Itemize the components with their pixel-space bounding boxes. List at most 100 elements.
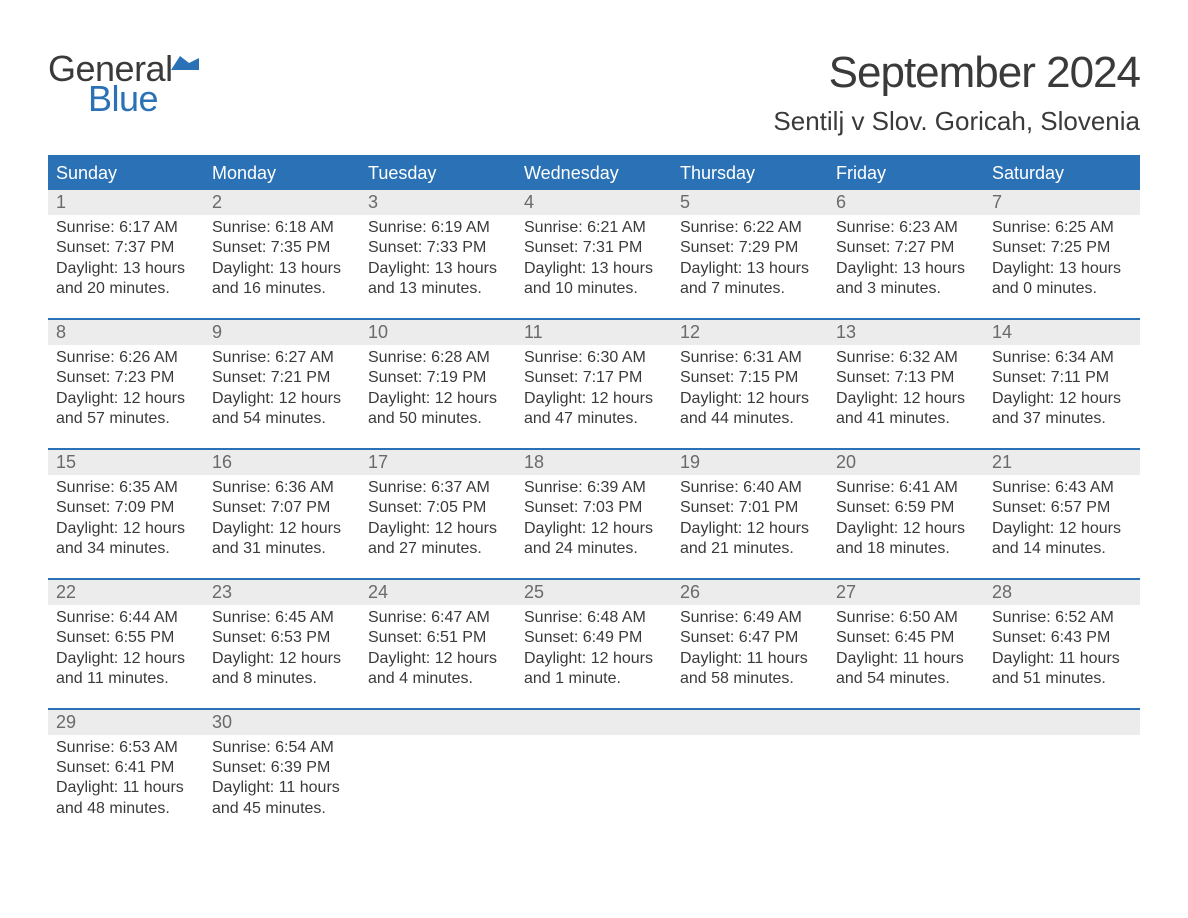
- day-info-line: Daylight: 12 hours: [992, 519, 1132, 539]
- day-info-line: and 8 minutes.: [212, 669, 352, 689]
- day-info-line: Daylight: 12 hours: [368, 389, 508, 409]
- day-cell: Sunrise: 6:37 AMSunset: 7:05 PMDaylight:…: [360, 475, 516, 578]
- day-cell: Sunrise: 6:47 AMSunset: 6:51 PMDaylight:…: [360, 605, 516, 708]
- day-info: Sunrise: 6:22 AMSunset: 7:29 PMDaylight:…: [680, 215, 820, 300]
- day-info: Sunrise: 6:17 AMSunset: 7:37 PMDaylight:…: [56, 215, 196, 300]
- day-number: 24: [360, 580, 516, 605]
- day-info-line: Sunrise: 6:48 AM: [524, 608, 664, 628]
- day-info-line: Daylight: 12 hours: [524, 649, 664, 669]
- day-cell: Sunrise: 6:49 AMSunset: 6:47 PMDaylight:…: [672, 605, 828, 708]
- day-info-line: and 41 minutes.: [836, 409, 976, 429]
- day-info-line: and 54 minutes.: [212, 409, 352, 429]
- day-info-line: Daylight: 12 hours: [212, 519, 352, 539]
- day-number: 18: [516, 450, 672, 475]
- day-info-line: Daylight: 12 hours: [212, 389, 352, 409]
- day-info-line: and 0 minutes.: [992, 279, 1132, 299]
- day-info-line: and 11 minutes.: [56, 669, 196, 689]
- day-info: Sunrise: 6:50 AMSunset: 6:45 PMDaylight:…: [836, 605, 976, 690]
- day-info-line: and 51 minutes.: [992, 669, 1132, 689]
- day-number: [360, 710, 516, 735]
- day-info-line: Daylight: 12 hours: [56, 389, 196, 409]
- day-info-line: Sunset: 6:51 PM: [368, 628, 508, 648]
- day-number: 30: [204, 710, 360, 735]
- day-info: Sunrise: 6:32 AMSunset: 7:13 PMDaylight:…: [836, 345, 976, 430]
- week-row: 1234567Sunrise: 6:17 AMSunset: 7:37 PMDa…: [48, 190, 1140, 318]
- day-number: 27: [828, 580, 984, 605]
- day-number: 12: [672, 320, 828, 345]
- day-info-line: Sunset: 7:05 PM: [368, 498, 508, 518]
- logo-flag-icon: [171, 50, 199, 70]
- day-info-line: Daylight: 12 hours: [524, 389, 664, 409]
- day-info-line: and 16 minutes.: [212, 279, 352, 299]
- day-info-line: and 7 minutes.: [680, 279, 820, 299]
- day-info-line: and 44 minutes.: [680, 409, 820, 429]
- day-info-line: Sunrise: 6:23 AM: [836, 218, 976, 238]
- day-info-line: Sunset: 6:45 PM: [836, 628, 976, 648]
- weekday-header: Friday: [828, 157, 984, 190]
- day-info: Sunrise: 6:23 AMSunset: 7:27 PMDaylight:…: [836, 215, 976, 300]
- day-cell: Sunrise: 6:34 AMSunset: 7:11 PMDaylight:…: [984, 345, 1140, 448]
- day-info: Sunrise: 6:25 AMSunset: 7:25 PMDaylight:…: [992, 215, 1132, 300]
- day-info-line: Sunrise: 6:53 AM: [56, 738, 196, 758]
- day-info-line: Sunset: 6:49 PM: [524, 628, 664, 648]
- day-cell: Sunrise: 6:26 AMSunset: 7:23 PMDaylight:…: [48, 345, 204, 448]
- day-info-line: and 54 minutes.: [836, 669, 976, 689]
- day-number: 22: [48, 580, 204, 605]
- day-info-line: Sunrise: 6:50 AM: [836, 608, 976, 628]
- day-info-line: and 57 minutes.: [56, 409, 196, 429]
- day-info-line: Sunrise: 6:44 AM: [56, 608, 196, 628]
- day-info: Sunrise: 6:48 AMSunset: 6:49 PMDaylight:…: [524, 605, 664, 690]
- day-info-line: and 24 minutes.: [524, 539, 664, 559]
- day-info: Sunrise: 6:36 AMSunset: 7:07 PMDaylight:…: [212, 475, 352, 560]
- day-cell: Sunrise: 6:27 AMSunset: 7:21 PMDaylight:…: [204, 345, 360, 448]
- day-number: 13: [828, 320, 984, 345]
- day-info-line: Sunrise: 6:19 AM: [368, 218, 508, 238]
- day-number: 5: [672, 190, 828, 215]
- day-info-line: and 1 minute.: [524, 669, 664, 689]
- day-info: Sunrise: 6:35 AMSunset: 7:09 PMDaylight:…: [56, 475, 196, 560]
- day-info-line: Sunset: 7:35 PM: [212, 238, 352, 258]
- day-cell: Sunrise: 6:25 AMSunset: 7:25 PMDaylight:…: [984, 215, 1140, 318]
- weekday-header: Saturday: [984, 157, 1140, 190]
- day-cell: Sunrise: 6:48 AMSunset: 6:49 PMDaylight:…: [516, 605, 672, 708]
- day-info-line: and 10 minutes.: [524, 279, 664, 299]
- day-number: 19: [672, 450, 828, 475]
- weekday-header: Sunday: [48, 157, 204, 190]
- day-info-line: Sunset: 7:33 PM: [368, 238, 508, 258]
- day-info-line: and 27 minutes.: [368, 539, 508, 559]
- day-info-line: and 18 minutes.: [836, 539, 976, 559]
- day-cell: Sunrise: 6:36 AMSunset: 7:07 PMDaylight:…: [204, 475, 360, 578]
- weekday-header: Monday: [204, 157, 360, 190]
- day-info-line: and 3 minutes.: [836, 279, 976, 299]
- day-info-line: Sunrise: 6:49 AM: [680, 608, 820, 628]
- calendar: SundayMondayTuesdayWednesdayThursdayFrid…: [48, 155, 1140, 837]
- day-cell: [828, 735, 984, 838]
- day-info-line: and 47 minutes.: [524, 409, 664, 429]
- day-number: 4: [516, 190, 672, 215]
- day-info-line: Sunrise: 6:22 AM: [680, 218, 820, 238]
- day-info-line: Daylight: 12 hours: [212, 649, 352, 669]
- day-info: Sunrise: 6:26 AMSunset: 7:23 PMDaylight:…: [56, 345, 196, 430]
- day-info-line: Sunrise: 6:39 AM: [524, 478, 664, 498]
- day-info-line: Sunset: 7:19 PM: [368, 368, 508, 388]
- day-info: Sunrise: 6:28 AMSunset: 7:19 PMDaylight:…: [368, 345, 508, 430]
- day-info: Sunrise: 6:39 AMSunset: 7:03 PMDaylight:…: [524, 475, 664, 560]
- day-info-line: Sunset: 6:43 PM: [992, 628, 1132, 648]
- day-info-line: Sunset: 7:37 PM: [56, 238, 196, 258]
- day-cell: Sunrise: 6:28 AMSunset: 7:19 PMDaylight:…: [360, 345, 516, 448]
- day-number: 2: [204, 190, 360, 215]
- day-number: 17: [360, 450, 516, 475]
- day-number: 6: [828, 190, 984, 215]
- day-info-line: Sunrise: 6:32 AM: [836, 348, 976, 368]
- day-info-line: Daylight: 12 hours: [680, 389, 820, 409]
- day-number: 9: [204, 320, 360, 345]
- day-number: 23: [204, 580, 360, 605]
- day-info: Sunrise: 6:43 AMSunset: 6:57 PMDaylight:…: [992, 475, 1132, 560]
- day-info-line: Sunrise: 6:43 AM: [992, 478, 1132, 498]
- day-info: Sunrise: 6:37 AMSunset: 7:05 PMDaylight:…: [368, 475, 508, 560]
- day-cell: [984, 735, 1140, 838]
- weekday-header: Tuesday: [360, 157, 516, 190]
- day-info-line: Daylight: 11 hours: [836, 649, 976, 669]
- day-info: Sunrise: 6:21 AMSunset: 7:31 PMDaylight:…: [524, 215, 664, 300]
- day-info-line: and 45 minutes.: [212, 799, 352, 819]
